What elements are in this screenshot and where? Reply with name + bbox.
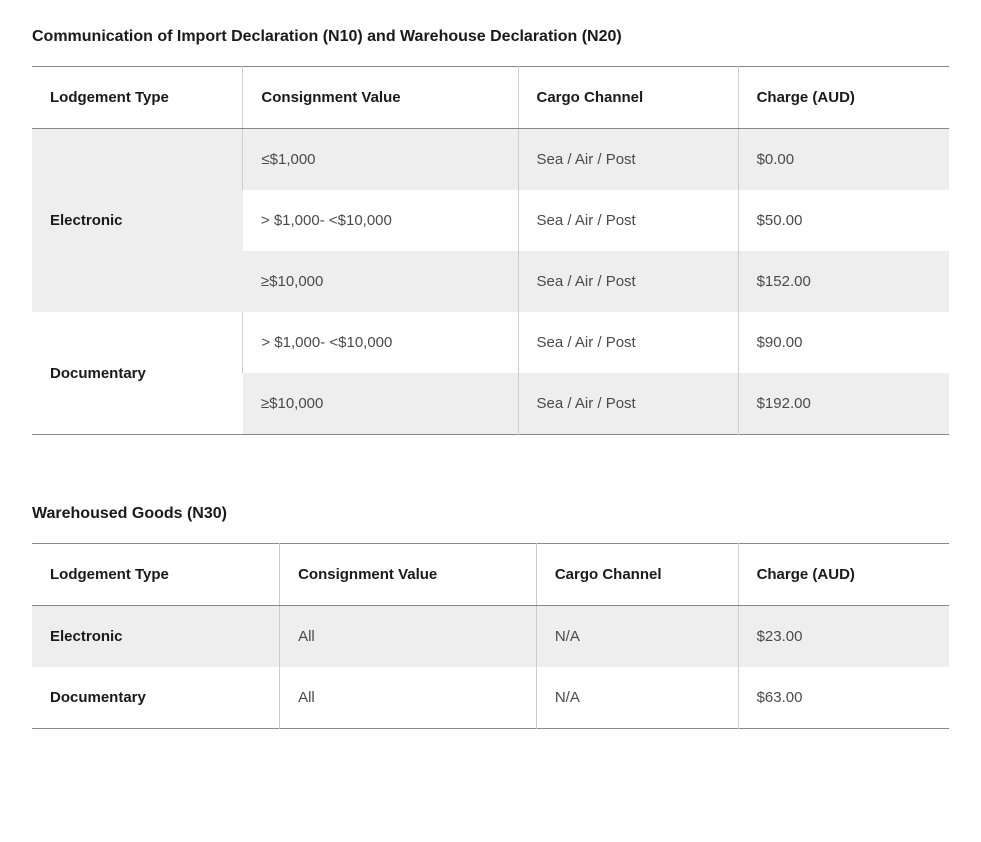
cell-channel: Sea / Air / Post bbox=[518, 312, 738, 373]
col-lodgement-type: Lodgement Type bbox=[32, 544, 280, 606]
cell-value: > $1,000- <$10,000 bbox=[243, 190, 518, 251]
table-row: Documentary > $1,000- <$10,000 Sea / Air… bbox=[32, 312, 949, 373]
cell-lodgement: Documentary bbox=[32, 312, 243, 435]
cell-lodgement: Electronic bbox=[32, 606, 280, 668]
section2-title: Warehoused Goods (N30) bbox=[32, 505, 949, 523]
cell-value: ≥$10,000 bbox=[243, 251, 518, 312]
table-header-row: Lodgement Type Consignment Value Cargo C… bbox=[32, 67, 949, 129]
cell-value: All bbox=[280, 606, 537, 668]
cell-channel: Sea / Air / Post bbox=[518, 251, 738, 312]
table-row: Documentary All N/A $63.00 bbox=[32, 667, 949, 729]
cell-charge: $23.00 bbox=[738, 606, 949, 668]
cell-charge: $63.00 bbox=[738, 667, 949, 729]
cell-charge: $192.00 bbox=[738, 373, 949, 435]
table-row: Electronic ≤$1,000 Sea / Air / Post $0.0… bbox=[32, 129, 949, 191]
cell-channel: N/A bbox=[536, 667, 738, 729]
cell-value: All bbox=[280, 667, 537, 729]
table-n10-n20: Lodgement Type Consignment Value Cargo C… bbox=[32, 66, 949, 435]
table-n30: Lodgement Type Consignment Value Cargo C… bbox=[32, 543, 949, 729]
col-cargo-channel: Cargo Channel bbox=[536, 544, 738, 606]
cell-charge: $90.00 bbox=[738, 312, 949, 373]
cell-lodgement: Electronic bbox=[32, 129, 243, 313]
cell-channel: Sea / Air / Post bbox=[518, 129, 738, 191]
cell-charge: $152.00 bbox=[738, 251, 949, 312]
cell-channel: N/A bbox=[536, 606, 738, 668]
col-charge-aud: Charge (AUD) bbox=[738, 67, 949, 129]
col-consignment-value: Consignment Value bbox=[243, 67, 518, 129]
col-cargo-channel: Cargo Channel bbox=[518, 67, 738, 129]
cell-charge: $0.00 bbox=[738, 129, 949, 191]
table-row: Electronic All N/A $23.00 bbox=[32, 606, 949, 668]
cell-value: ≤$1,000 bbox=[243, 129, 518, 191]
cell-value: ≥$10,000 bbox=[243, 373, 518, 435]
col-charge-aud: Charge (AUD) bbox=[738, 544, 949, 606]
cell-charge: $50.00 bbox=[738, 190, 949, 251]
col-consignment-value: Consignment Value bbox=[280, 544, 537, 606]
cell-channel: Sea / Air / Post bbox=[518, 373, 738, 435]
cell-channel: Sea / Air / Post bbox=[518, 190, 738, 251]
col-lodgement-type: Lodgement Type bbox=[32, 67, 243, 129]
table-header-row: Lodgement Type Consignment Value Cargo C… bbox=[32, 544, 949, 606]
cell-lodgement: Documentary bbox=[32, 667, 280, 729]
cell-value: > $1,000- <$10,000 bbox=[243, 312, 518, 373]
section1-title: Communication of Import Declaration (N10… bbox=[32, 28, 949, 46]
